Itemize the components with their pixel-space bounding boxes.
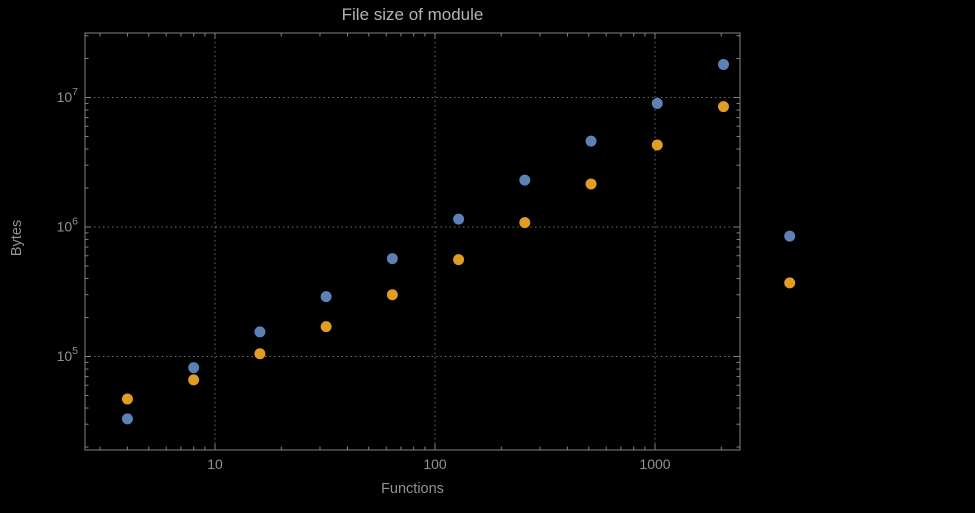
data-point-series-2-orange xyxy=(121,393,133,405)
x-axis-label: Functions xyxy=(381,481,444,497)
data-point-series-1-blue xyxy=(651,97,663,109)
data-point-series-1-blue xyxy=(320,291,332,303)
data-point-series-2-orange xyxy=(519,217,531,229)
x-tick-label: 100 xyxy=(423,456,447,472)
x-tick-label: 10 xyxy=(207,456,223,472)
y-tick-label: 106 xyxy=(57,216,79,235)
data-point-series-1-blue xyxy=(784,230,796,242)
data-point-series-1-blue xyxy=(386,253,398,265)
data-point-series-2-orange xyxy=(717,101,729,113)
data-point-series-2-orange xyxy=(585,178,597,190)
data-point-series-1-blue xyxy=(453,213,465,225)
plot-frame xyxy=(84,32,741,451)
chart-title: File size of module xyxy=(341,5,484,24)
data-point-series-2-orange xyxy=(784,277,796,289)
data-point-series-2-orange xyxy=(453,254,465,266)
data-point-series-2-orange xyxy=(188,374,200,386)
data-point-series-1-blue xyxy=(519,174,531,186)
data-point-series-1-blue xyxy=(188,362,200,374)
data-point-series-2-orange xyxy=(320,321,332,333)
data-point-series-2-orange xyxy=(651,139,663,151)
data-point-series-1-blue xyxy=(585,135,597,147)
data-point-series-2-orange xyxy=(386,289,398,301)
y-tick-label: 105 xyxy=(57,345,79,364)
data-point-series-1-blue xyxy=(121,413,133,425)
data-point-series-1-blue xyxy=(254,326,266,338)
data-point-series-1-blue xyxy=(717,58,729,70)
y-tick-label: 107 xyxy=(57,86,79,105)
data-point-series-2-orange xyxy=(254,348,266,360)
x-tick-label: 1000 xyxy=(639,456,670,472)
